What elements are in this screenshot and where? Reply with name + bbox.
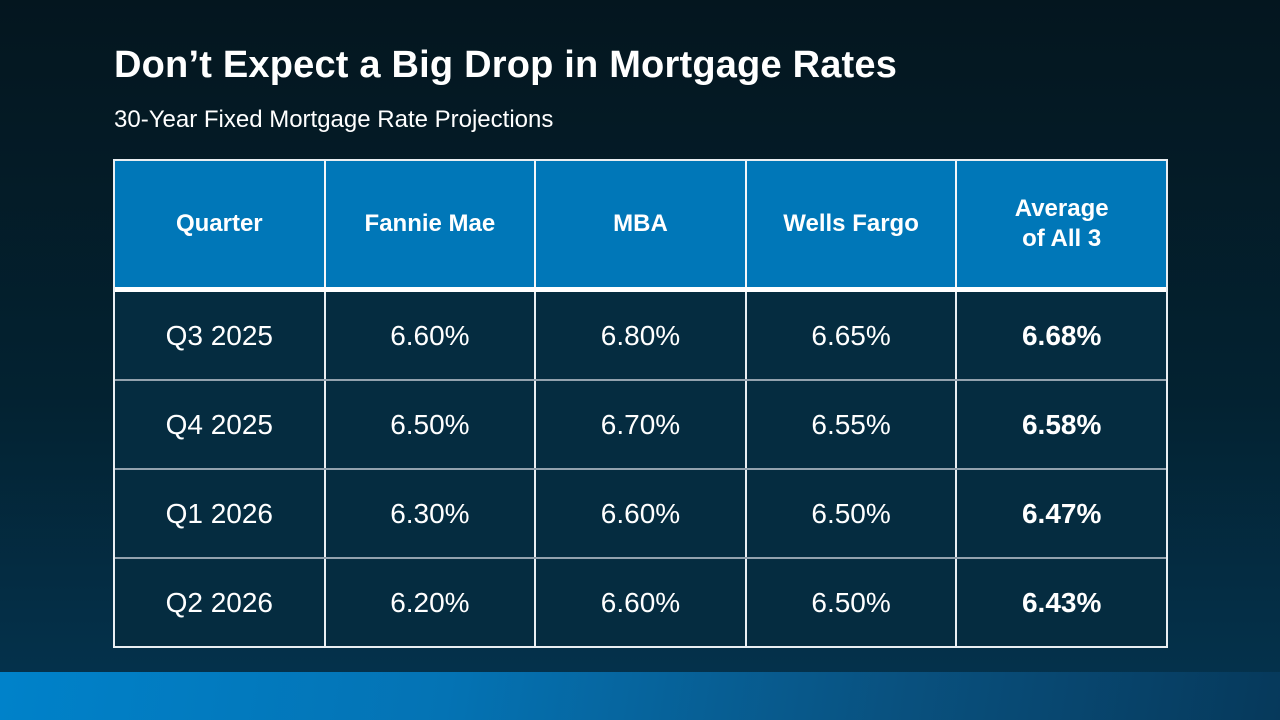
rate-cell: 6.70% (534, 381, 745, 468)
table-header-row: Quarter Fannie Mae MBA Wells Fargo Average o… (115, 161, 1166, 292)
header-cell: Average of All 3 (955, 161, 1166, 287)
quarter-cell: Q3 2025 (165, 319, 273, 351)
rate-cell: 6.20% (323, 559, 535, 646)
average-rate-cell: 6.58% (955, 381, 1166, 468)
rate-cell: 6.50% (744, 559, 956, 646)
rate-cell: 6.65% (744, 292, 956, 379)
rate-cell: 6.60% (323, 292, 535, 379)
rate-cell: 6.50% (323, 381, 535, 468)
rate-cell: 6.60% (534, 559, 745, 646)
table-row: Q1 2026 6.30% 6.60% 6.50% 6.47% (115, 468, 1166, 557)
header-cell: Fannie Mae (323, 161, 535, 287)
average-rate-cell: 6.68% (955, 292, 1166, 379)
mortgage-rate-projections-table: Quarter Fannie Mae MBA Wells Fargo Average o… (113, 159, 1168, 648)
rate-cell: 6.80% (534, 292, 745, 379)
rate-cell: 6.55% (744, 381, 956, 468)
quarter-cell: Q1 2026 (165, 497, 273, 529)
quarter-cell: Q4 2025 (165, 408, 273, 440)
table-row: Q4 2025 6.50% 6.70% 6.55% 6.58% (115, 379, 1166, 468)
header-cell: MBA (534, 161, 745, 287)
header-cell: Wells Fargo (744, 161, 956, 287)
table-body: Q3 2025 6.60% 6.80% 6.65% 6.68% Q4 2025 6.50% 6… (115, 292, 1166, 646)
rate-cell: 6.60% (534, 470, 745, 557)
header-cell: Quarter (175, 210, 263, 237)
rate-cell: 6.50% (744, 470, 956, 557)
accent-bar (0, 672, 1280, 720)
table-row: Q3 2025 6.60% 6.80% 6.65% 6.68% (115, 292, 1166, 379)
average-rate-cell: 6.43% (955, 559, 1166, 646)
average-rate-cell: 6.47% (955, 470, 1166, 557)
slide-title: Don’t Expect a Big Drop in Mortgage Rate… (114, 44, 898, 86)
slide-subtitle: 30-Year Fixed Mortgage Rate Projections (114, 106, 554, 133)
rate-cell: 6.30% (323, 470, 535, 557)
quarter-cell: Q2 2026 (165, 586, 273, 618)
table-row: Q2 2026 6.20% 6.60% 6.50% 6.43% (115, 557, 1166, 646)
